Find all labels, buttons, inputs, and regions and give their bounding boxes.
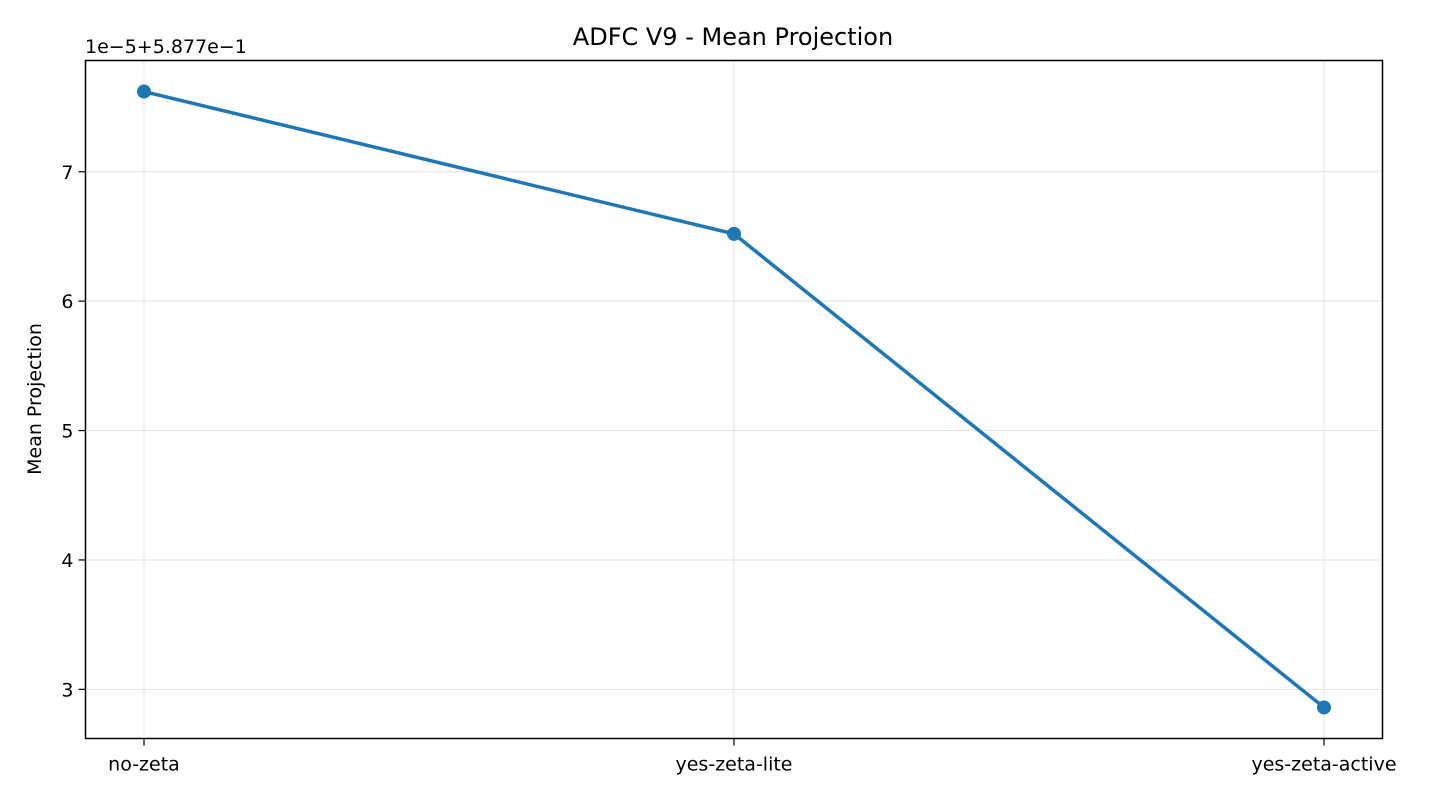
y-tick-label: 7 <box>61 162 73 184</box>
plot-frame <box>84 59 1384 740</box>
chart-title: ADFC V9 - Mean Projection <box>573 23 893 51</box>
x-tick-label: yes-zeta-active <box>1251 754 1396 776</box>
series-layer <box>137 84 1331 715</box>
y-tick-label: 3 <box>61 679 73 701</box>
y-tick-label: 6 <box>61 291 73 313</box>
x-tick-label: no-zeta <box>108 754 180 776</box>
data-point <box>727 226 741 241</box>
axes: 3 4 5 6 7 no-zeta yes-zeta-lite yes-zeta-active <box>61 162 1396 776</box>
y-tick-label: 4 <box>61 550 73 572</box>
data-point <box>137 84 151 99</box>
x-tick-label: yes-zeta-lite <box>676 754 793 776</box>
y-axis-label: Mean Projection <box>24 323 46 475</box>
grid-lines <box>85 60 1383 739</box>
y-tick-label: 5 <box>61 421 73 443</box>
y-axis-offset-label: 1e−5+5.877e−1 <box>85 36 247 58</box>
data-point <box>1317 700 1331 715</box>
